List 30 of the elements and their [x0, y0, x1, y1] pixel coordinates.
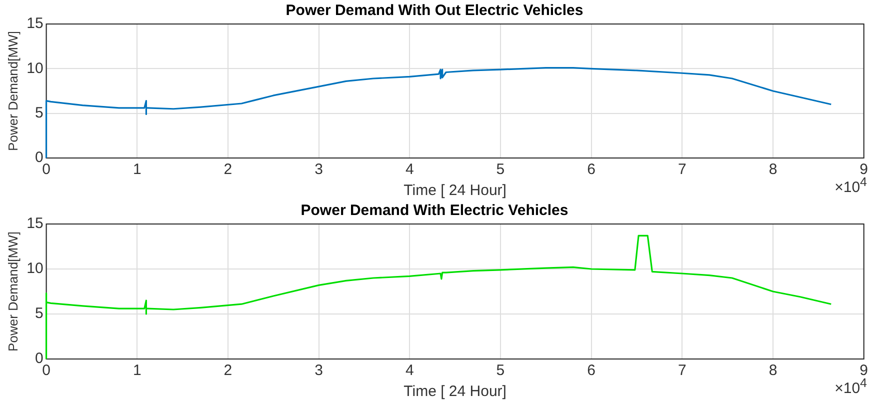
x-tick-label: 8	[768, 362, 778, 380]
y-axis-title: Power Demand[MW]	[5, 31, 20, 151]
y-tick-label: 10	[26, 60, 44, 77]
x-tick-label: 4	[405, 362, 414, 380]
x-axis-title: Time [ 24 Hour]	[404, 383, 506, 400]
y-tick-label: 5	[34, 104, 44, 122]
x-tick-label: 7	[678, 362, 686, 380]
x-tick-label: 1	[132, 161, 142, 178]
x-tick-label: 8	[768, 161, 778, 178]
y-tick-label: 5	[34, 305, 44, 322]
x-tick-label: 5	[496, 362, 505, 380]
x-tick-label: 7	[678, 161, 686, 178]
x-tick-label: 3	[314, 161, 323, 178]
x-tick-label: 2	[224, 161, 232, 178]
y-tick-label: 10	[26, 260, 44, 278]
y-tick-label: 15	[26, 15, 44, 32]
x-tick-label: 6	[587, 362, 596, 380]
chart-title: Power Demand With Out Electric Vehicles	[286, 2, 584, 20]
y-tick-label: 15	[26, 215, 44, 232]
y-tick-label: 0	[34, 350, 44, 368]
x-tick-label: 2	[224, 362, 232, 380]
x-tick-label: 1	[132, 362, 142, 380]
x-axis-title: Time [ 24 Hour]	[404, 182, 506, 200]
x-tick-label: 3	[314, 362, 323, 380]
x-tick-label: 6	[587, 161, 596, 178]
y-axis-title: Power Demand[MW]	[5, 232, 20, 352]
chart-title: Power Demand With Electric Vehicles	[300, 202, 568, 220]
x-tick-label: 4	[405, 161, 414, 178]
x-tick-label: 5	[496, 161, 505, 178]
y-tick-label: 0	[34, 149, 44, 166]
